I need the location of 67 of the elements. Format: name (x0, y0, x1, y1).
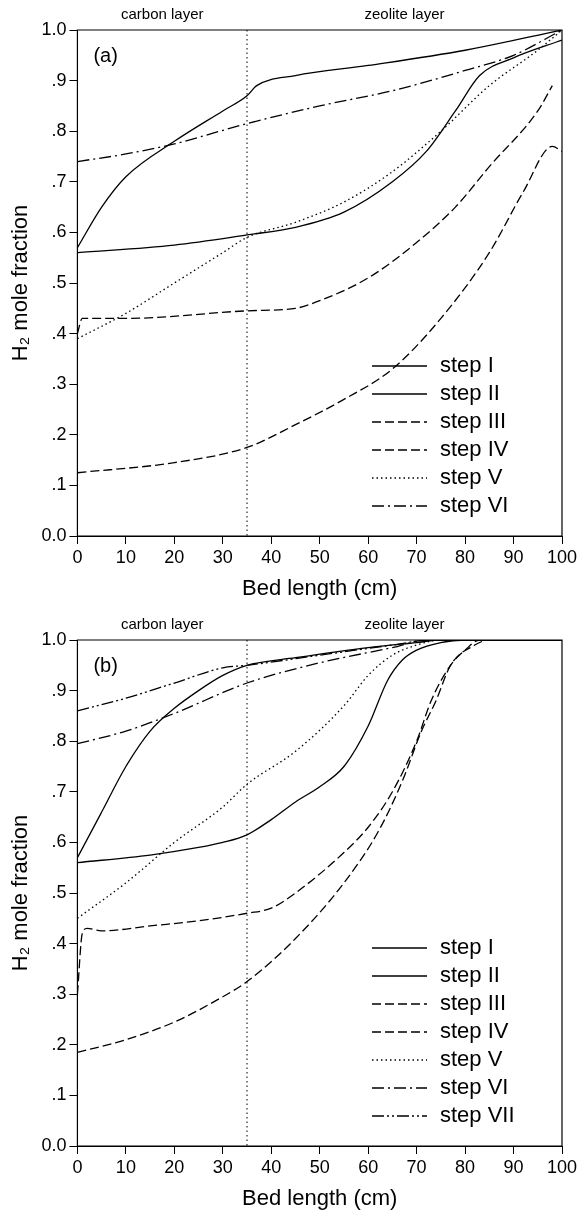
y-tick-label: .2 (51, 423, 67, 444)
text: zeolite layer (364, 4, 445, 22)
text: carbon layer (120, 4, 204, 22)
legend-label: step VI (440, 1074, 509, 1100)
y-tick-label: .1 (51, 1084, 67, 1105)
y-tick-label: .8 (51, 730, 67, 751)
x-tick-label: 80 (455, 546, 476, 567)
x-tick-label: 20 (164, 546, 185, 567)
y-tick-label: .4 (51, 932, 67, 953)
y-tick-label: .4 (51, 322, 67, 343)
annotation: (b) (93, 653, 118, 676)
y-tick-label: .6 (51, 221, 67, 242)
x-tick-label: 30 (212, 1156, 233, 1177)
y-tick-label: .6 (51, 831, 67, 852)
legend-label: step IV (440, 436, 509, 462)
legend-label: step III (440, 408, 507, 434)
legend-label: step I (440, 352, 494, 378)
x-tick-label: 30 (212, 546, 233, 567)
text: carbon layer (120, 614, 204, 632)
y-tick-label: 0.0 (41, 524, 67, 545)
legend-label: step III (440, 990, 507, 1016)
y-tick-label: 0.0 (41, 1134, 67, 1155)
x-tick-label: 70 (406, 1156, 427, 1177)
y-tick-label: 1.0 (41, 628, 67, 649)
x-tick-label: 40 (261, 1156, 282, 1177)
text: zeolite layer (364, 614, 445, 632)
y-axis-title: H₂ mole fraction (7, 814, 33, 972)
legend-label: step IV (440, 1018, 509, 1044)
y-tick-label: .9 (51, 69, 67, 90)
y-tick-label: .2 (51, 1033, 67, 1054)
annotation: (a) (93, 43, 118, 66)
legend-label: step VII (440, 1102, 515, 1128)
x-axis-title: Bed length (cm) (242, 1184, 398, 1210)
legend-label: step VI (440, 492, 509, 518)
x-tick-label: 50 (309, 1156, 330, 1177)
x-tick-label: 0 (72, 546, 83, 567)
x-tick-label: 70 (406, 546, 427, 567)
y-tick-label: .7 (51, 780, 67, 801)
legend-label: step V (440, 464, 503, 490)
legend-label: step II (440, 380, 500, 406)
x-tick-label: 60 (358, 1156, 379, 1177)
x-tick-label: 50 (309, 546, 330, 567)
y-tick-label: .3 (51, 373, 67, 394)
legend-label: step V (440, 1046, 503, 1072)
y-tick-label: .1 (51, 474, 67, 495)
x-tick-label: 10 (115, 546, 136, 567)
x-tick-label: 100 (546, 546, 578, 567)
x-axis-title: Bed length (cm) (242, 574, 398, 600)
x-tick-label: 20 (164, 1156, 185, 1177)
y-tick-label: .9 (51, 679, 67, 700)
x-tick-label: 0 (72, 1156, 83, 1177)
x-tick-label: 10 (115, 1156, 136, 1177)
y-tick-label: .7 (51, 170, 67, 191)
x-tick-label: 40 (261, 546, 282, 567)
x-tick-label: 90 (503, 1156, 524, 1177)
legend-label: step II (440, 962, 500, 988)
y-tick-label: .3 (51, 983, 67, 1004)
x-tick-label: 60 (358, 546, 379, 567)
x-tick-label: 80 (455, 1156, 476, 1177)
y-tick-label: .5 (51, 881, 67, 902)
y-tick-label: .8 (51, 120, 67, 141)
legend-label: step I (440, 934, 494, 960)
x-tick-label: 90 (503, 546, 524, 567)
y-tick-label: .5 (51, 271, 67, 292)
y-axis-title: H₂ mole fraction (7, 204, 33, 362)
y-tick-label: 1.0 (41, 18, 67, 39)
x-tick-label: 100 (546, 1156, 578, 1177)
